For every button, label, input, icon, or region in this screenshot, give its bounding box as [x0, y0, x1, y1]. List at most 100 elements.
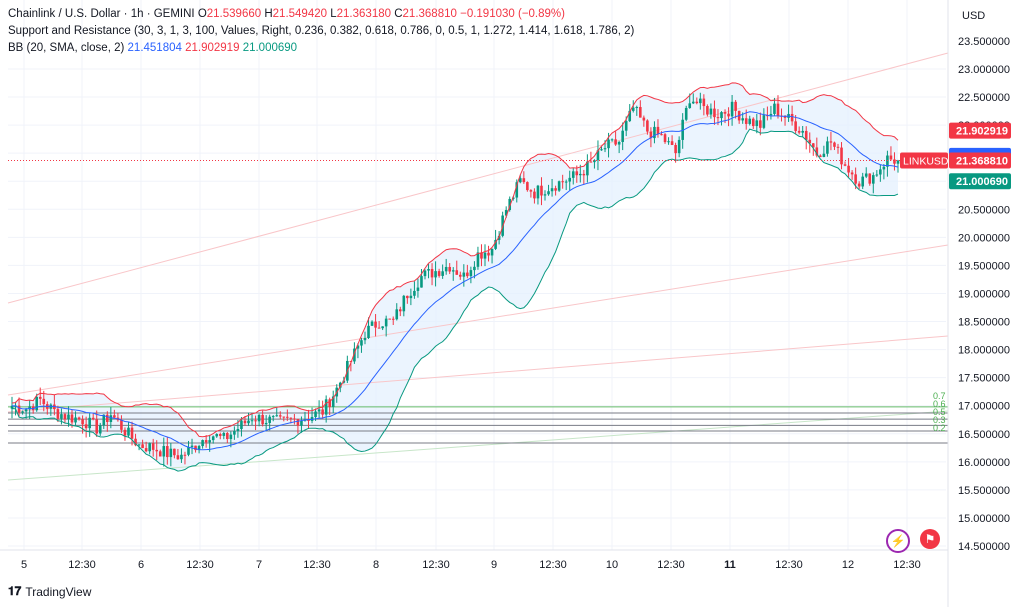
- y-tick-label: 19.500000: [958, 260, 1010, 272]
- x-tick-label: 6: [138, 559, 144, 571]
- candle-body: [550, 188, 554, 192]
- candle-body: [437, 271, 441, 276]
- candle-body: [268, 416, 271, 423]
- candle-body: [434, 271, 437, 278]
- candle-body: [222, 432, 226, 436]
- sr-indicator-legend[interactable]: Support and Resistance (30, 3, 1, 3, 100…: [8, 25, 634, 37]
- candle-body: [194, 445, 197, 451]
- candle-body: [261, 414, 264, 425]
- bb-indicator-label: BB (20, SMA, close, 2): [8, 42, 125, 54]
- flag-icon[interactable]: ⚑: [920, 529, 940, 549]
- candle-body: [794, 121, 797, 131]
- candle-body: [564, 181, 568, 183]
- candle-body: [416, 287, 420, 291]
- close-value: 21.368810: [402, 8, 457, 20]
- y-tick-label: 23.500000: [958, 36, 1010, 48]
- candle-body: [360, 340, 363, 346]
- candle-body: [808, 139, 812, 144]
- candle-body: [458, 274, 462, 277]
- fib-label: 0.6: [933, 399, 946, 409]
- candle-body: [670, 141, 674, 146]
- x-tick-label: 12:30: [893, 559, 921, 571]
- candle-body: [843, 164, 847, 166]
- candle-body: [487, 252, 490, 256]
- symbol-tag: [900, 152, 948, 169]
- candle-body: [77, 417, 81, 420]
- candle-body: [24, 409, 28, 412]
- candle-body: [423, 270, 427, 277]
- candle-body: [300, 420, 303, 426]
- candle-body: [137, 444, 141, 446]
- candle-body: [804, 130, 808, 140]
- candle-body: [854, 174, 857, 184]
- candle-body: [653, 126, 656, 139]
- x-tick-label: 12: [842, 559, 854, 571]
- candle-body: [533, 191, 536, 199]
- candle-body: [264, 422, 268, 425]
- candle-body: [183, 454, 187, 456]
- candle-body: [402, 295, 406, 312]
- lightning-icon[interactable]: ⚡: [886, 529, 910, 553]
- candle-body: [74, 417, 77, 423]
- price-label: 21.368810: [956, 156, 1008, 168]
- candle-body: [324, 399, 328, 415]
- candle-body: [169, 448, 173, 458]
- candle-body: [127, 427, 130, 436]
- candle-body: [677, 139, 681, 154]
- candle-body: [759, 120, 762, 128]
- candle-body: [536, 185, 540, 199]
- candle-body: [28, 406, 31, 410]
- candle-body: [427, 269, 430, 271]
- candle-body: [353, 348, 356, 362]
- bb-indicator-legend[interactable]: BB (20, SMA, close, 2) 21.451804 21.9029…: [8, 42, 297, 54]
- candle-body: [797, 130, 801, 133]
- candle-body: [144, 448, 148, 452]
- high-label: H: [264, 8, 273, 20]
- candle-body: [790, 113, 794, 122]
- candle-body: [879, 169, 882, 175]
- candle-body: [720, 112, 723, 119]
- candle-body: [660, 134, 663, 136]
- candle-body: [406, 295, 409, 299]
- candle-body: [896, 160, 900, 164]
- candle-body: [575, 171, 579, 176]
- candle-body: [744, 118, 748, 124]
- candle-body: [236, 429, 240, 432]
- candle-body: [215, 434, 219, 437]
- y-tick-label: 18.500000: [958, 317, 1010, 329]
- y-tick-label: 23.000000: [958, 64, 1010, 76]
- candle-body: [571, 171, 575, 178]
- candle-body: [706, 106, 709, 115]
- candle-body: [155, 449, 159, 452]
- candle-body: [561, 181, 564, 183]
- tradingview-brand[interactable]: 𝟏𝟕 TradingView: [8, 584, 91, 599]
- candle-body: [95, 419, 99, 434]
- candle-body: [240, 420, 243, 430]
- candle-body: [257, 414, 261, 422]
- candle-body: [579, 173, 582, 176]
- candle-body: [596, 150, 600, 161]
- candle-body: [893, 159, 896, 164]
- candle-body: [451, 270, 455, 272]
- candle-body: [864, 173, 868, 177]
- tradingview-logo-icon: 𝟏𝟕: [8, 584, 22, 598]
- symbol-title: Chainlink / U.S. Dollar · 1h · GEMINI: [8, 8, 195, 20]
- low-label: L: [330, 8, 337, 20]
- x-tick-label: 12:30: [422, 559, 450, 571]
- x-tick-label: 12:30: [657, 559, 685, 571]
- resistance-trendline-mid: [7, 244, 949, 396]
- candle-body: [699, 98, 702, 104]
- candle-body: [586, 161, 589, 176]
- candle-body: [589, 161, 593, 163]
- candle-body: [314, 411, 317, 418]
- candle-body: [317, 409, 321, 412]
- candle-body: [783, 116, 787, 118]
- candle-body: [557, 181, 561, 191]
- candle-body: [296, 418, 300, 426]
- symbol-legend: Chainlink / U.S. Dollar · 1h · GEMINI O2…: [8, 8, 565, 20]
- symbol-tag-label: LINKUSD: [903, 156, 949, 168]
- candle-body: [123, 429, 127, 436]
- candle-body: [762, 115, 766, 128]
- candle-body: [610, 139, 614, 141]
